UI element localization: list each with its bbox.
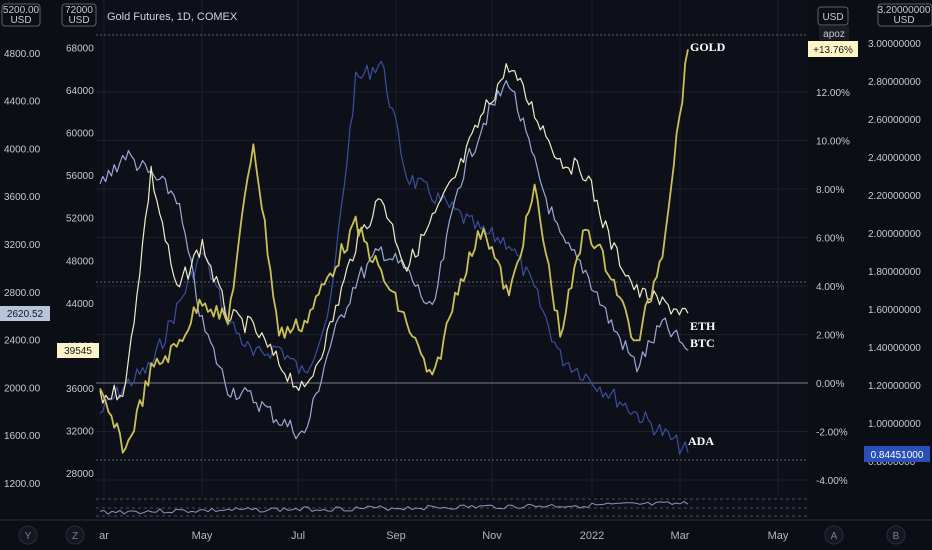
badge-eth-value: 2620.52 — [7, 309, 44, 320]
tick-label-far-left-5: 3200.00 — [4, 240, 41, 251]
tick-label-left-5: 52000 — [66, 214, 94, 225]
tick-label-right-pct-7: -2.00% — [816, 428, 848, 439]
series-line-ada — [99, 60, 689, 455]
tick-label-right-pct-3: 6.00% — [816, 234, 844, 245]
bottom-button-y[interactable]: Y — [18, 525, 38, 545]
tick-label-far-right-7: 1.80000000 — [868, 267, 921, 278]
indicator-line — [99, 501, 689, 515]
tick-label-left-10: 32000 — [66, 426, 94, 437]
tick-label-left-11: 28000 — [66, 469, 94, 480]
tick-label-far-left-2: 4400.00 — [4, 97, 41, 108]
series-label-eth: ETH — [690, 319, 716, 333]
badge-eth: 2620.52 — [0, 306, 50, 321]
tick-label-far-left-7: 2400.00 — [4, 336, 41, 347]
plot-area — [96, 0, 808, 495]
time-label-0: ar — [99, 530, 109, 542]
tick-label-left-1: 68000 — [66, 44, 94, 55]
tick-label-right-pct-8: -4.00% — [816, 476, 848, 487]
badge-btc-value: 39545 — [64, 346, 92, 357]
badge-gold: +13.76% — [808, 41, 858, 57]
tick-label-far-left-9: 1600.00 — [4, 431, 41, 442]
tick-label-far-right-9: 1.40000000 — [868, 343, 921, 354]
time-label-4: Nov — [482, 530, 502, 542]
tick-label-far-right-10: 1.20000000 — [868, 381, 921, 392]
tick-label-right-pct-1: 10.00% — [816, 137, 850, 148]
far-right-top-tick: 3.20000000 — [878, 5, 931, 16]
tick-label-left-3: 60000 — [66, 129, 94, 140]
chart-title: Gold Futures, 1D, COMEX — [107, 11, 238, 23]
far-left-top-tick: 5200.00 — [3, 5, 40, 16]
tick-label-right-pct-0: 12.00% — [816, 88, 850, 99]
tick-label-far-right-4: 2.40000000 — [868, 153, 921, 164]
left-top-tick: 72000 — [65, 5, 93, 16]
tick-label-far-right-partial: 0.8000000 — [868, 457, 916, 468]
currency-button-far-left[interactable]: 5200.00 USD — [1, 3, 41, 27]
grid-layer — [96, 0, 808, 495]
tick-label-far-right-2: 2.80000000 — [868, 77, 921, 88]
bottom-button-b-label: B — [893, 531, 900, 542]
badge-gold-value: +13.76% — [813, 45, 853, 56]
series-label-btc: BTC — [690, 336, 715, 350]
series-label-ada: ADA — [688, 434, 714, 448]
badge-ada: 0.84451000 — [864, 446, 930, 462]
time-label-7: May — [768, 530, 789, 542]
tick-label-far-left-6: 2800.00 — [4, 288, 41, 299]
price-axis-far-left[interactable]: 4800.00 4400.00 4000.00 3600.00 3200.00 2800.… — [4, 49, 41, 490]
bottom-button-a-label: A — [831, 531, 838, 542]
time-label-2: Jul — [291, 530, 305, 542]
bottom-button-z-label: Z — [72, 531, 78, 542]
series-layer — [99, 49, 689, 455]
tick-label-left-2: 64000 — [66, 86, 94, 97]
tick-label-right-pct-4: 4.00% — [816, 282, 844, 293]
right-currency-label: USD — [822, 12, 843, 23]
left-currency-label: USD — [68, 15, 89, 26]
bottom-button-y-label: Y — [25, 531, 32, 542]
tick-label-far-left-8: 2000.00 — [4, 383, 41, 394]
tick-label-right-pct-5: 2.00% — [816, 331, 844, 342]
tick-label-far-left-3: 4000.00 — [4, 144, 41, 155]
tick-label-left-9: 36000 — [66, 384, 94, 395]
series-line-eth — [99, 63, 689, 404]
currency-button-left[interactable]: 72000 USD — [61, 3, 97, 27]
price-axis-right-percent[interactable]: 12.00% 10.00% 8.00% 6.00% 4.00% 2.00% 0.00% -2.… — [816, 88, 850, 487]
badge-ada-value: 0.84451000 — [871, 450, 924, 461]
tick-label-right-pct-2: 8.00% — [816, 185, 844, 196]
bottom-button-b[interactable]: B — [886, 525, 906, 545]
tick-label-far-right-3: 2.60000000 — [868, 115, 921, 126]
time-label-1: May — [192, 530, 213, 542]
far-left-currency-label: USD — [10, 15, 31, 26]
time-axis: ar May Jul Sep Nov 2022 Mar May — [99, 530, 789, 542]
tick-label-right-pct-6: 0.00% — [816, 379, 844, 390]
currency-button-right[interactable]: USD — [817, 6, 849, 26]
tick-label-far-left-10: 1200.00 — [4, 479, 41, 490]
time-label-5: 2022 — [580, 530, 604, 542]
tick-label-far-right-8: 1.60000000 — [868, 305, 921, 316]
tick-label-far-right-6: 2.00000000 — [868, 229, 921, 240]
apoz-label: apoz — [819, 26, 849, 40]
price-axis-far-right[interactable]: 3.00000000 2.80000000 2.60000000 2.40000000… — [868, 39, 921, 468]
tick-label-far-right-1: 3.00000000 — [868, 39, 921, 50]
far-right-currency-label: USD — [893, 15, 914, 26]
bottom-button-a[interactable]: A — [824, 525, 844, 545]
apoz-text: apoz — [823, 29, 845, 40]
tick-label-far-left-1: 4800.00 — [4, 49, 41, 60]
tick-label-left-7: 44000 — [66, 299, 94, 310]
currency-button-far-right[interactable]: 3.20000000 USD — [877, 3, 932, 27]
time-label-6: Mar — [671, 530, 690, 542]
series-line-gold — [99, 49, 689, 454]
bottom-button-z[interactable]: Z — [65, 525, 85, 545]
tick-label-far-right-5: 2.20000000 — [868, 191, 921, 202]
time-label-3: Sep — [386, 530, 406, 542]
badge-btc: 39545 — [57, 343, 99, 358]
tick-label-far-right-11: 1.00000000 — [868, 419, 921, 430]
series-label-gold: GOLD — [690, 40, 726, 54]
tick-label-left-4: 56000 — [66, 171, 94, 182]
tick-label-left-6: 48000 — [66, 256, 94, 267]
tick-label-far-left-4: 3600.00 — [4, 192, 41, 203]
